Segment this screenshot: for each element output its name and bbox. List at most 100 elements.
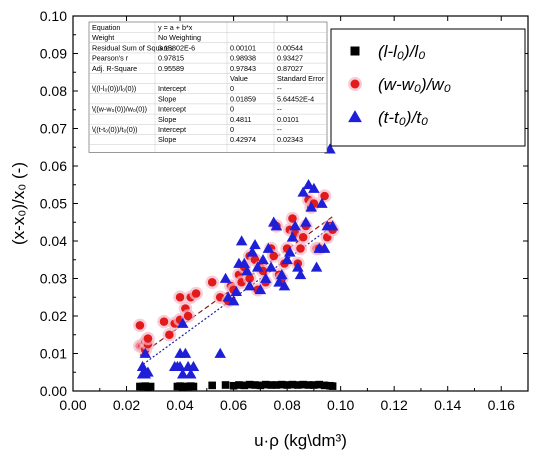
data-point-triangle [286, 231, 299, 242]
y-tick-label: 0.08 [40, 83, 67, 99]
data-point-circle [288, 214, 297, 223]
table-cell: 0.01859 [230, 94, 256, 103]
data-point-square [261, 380, 270, 389]
table-cell: -- [277, 105, 282, 114]
data-point-square [235, 381, 243, 389]
table-cell: 0.97843 [230, 64, 256, 73]
data-point-square [189, 382, 198, 391]
data-point-triangle [222, 291, 234, 302]
data-point-circle [135, 321, 145, 330]
table-cell: Intercept [158, 84, 186, 93]
table-cell: Slope [158, 115, 176, 124]
table-cell: No Weighting [158, 33, 201, 42]
data-point-triangle [214, 347, 226, 358]
data-point-square [245, 380, 254, 389]
data-point-square [277, 380, 286, 389]
legend-label: (w-w₀)/w₀ [378, 75, 451, 94]
data-point-square [256, 381, 265, 390]
legend-label: (t-t₀)/t₀ [378, 108, 428, 127]
x-tick-label: 0.08 [273, 397, 300, 413]
data-point-triangle [179, 347, 192, 358]
table-cell: Standard Error [277, 74, 325, 83]
data-point-circle [191, 289, 201, 298]
data-point-triangle [278, 280, 291, 291]
data-point-square [240, 381, 249, 390]
table-cell: Value [230, 74, 248, 83]
data-point-triangle [281, 254, 293, 265]
data-point-circle [296, 244, 305, 253]
table-cell: \((l-l₀(0))/l₀(0)) [92, 84, 136, 93]
table-cell: Equation [92, 23, 120, 32]
data-point-circle [269, 251, 279, 261]
data-point-square [208, 381, 216, 390]
data-point-triangle [284, 246, 296, 257]
data-point-triangle [305, 201, 317, 212]
x-tick-label: 0.10 [327, 397, 354, 413]
table-cell: Slope [158, 135, 176, 144]
table-cell: y = a + b*x [158, 23, 193, 32]
table-cell: 0.93427 [277, 54, 303, 63]
data-point-triangle [142, 366, 154, 377]
data-point-circle [165, 330, 174, 340]
data-point-circle [320, 191, 329, 201]
x-tick-label: 0.04 [166, 397, 193, 413]
data-point-triangle [139, 347, 152, 358]
data-point-square [310, 381, 318, 389]
data-point-square [272, 381, 281, 389]
data-point-circle [245, 274, 254, 283]
data-point-square [294, 381, 302, 389]
table-cell: 0.02343 [277, 135, 303, 144]
legend-marker-circle [350, 79, 360, 89]
y-tick-label: 0.02 [40, 308, 67, 324]
table-frame [88, 21, 328, 153]
data-point-triangle [251, 261, 264, 272]
y-tick-label: 0.04 [40, 233, 67, 249]
legend-marker-triangle [348, 110, 362, 123]
data-point-square [251, 381, 259, 389]
table-cell: -- [277, 84, 282, 93]
data-point-triangle [294, 269, 307, 280]
table-cell: Intercept [158, 105, 186, 114]
axes: 0.00 0.02 0.04 0.06 0.08 0.10 0.12 0.14 0.16 0.00… [40, 8, 529, 413]
table-cell: 0.98938 [230, 54, 256, 63]
data-point-triangle [219, 272, 232, 283]
y-tick-label: 0.06 [40, 158, 67, 174]
data-point-square [315, 380, 324, 389]
data-point-triangle [292, 261, 304, 272]
data-point-triangle [310, 261, 323, 272]
data-point-triangle [308, 182, 320, 193]
y-axis-title: (x-x₀)/x₀ (-) [9, 162, 28, 245]
table-cell: \((t-t₀(0))/t₀(0)) [92, 125, 138, 134]
data-point-circle [298, 232, 308, 242]
legend-marker-square [350, 46, 360, 56]
table-cell: -- [277, 125, 282, 134]
data-point-circle [175, 292, 185, 302]
data-point-triangle [300, 216, 312, 227]
data-point-triangle [176, 368, 189, 379]
table-cell: 0.00101 [230, 43, 256, 52]
table-cell: Pearson's r [92, 54, 129, 63]
data-point-triangle [259, 272, 272, 283]
data-point-triangle [235, 235, 248, 246]
table-cell: 0.4811 [230, 115, 251, 124]
data-point-square [288, 380, 297, 389]
y-tick-label: 0.03 [40, 271, 67, 287]
table-cell: 0.42974 [230, 135, 256, 144]
table-cell: 3.15802E-6 [158, 43, 195, 52]
data-point-square [267, 381, 275, 389]
data-point-circle [159, 317, 169, 326]
table-cell: 5.64452E-4 [277, 94, 314, 103]
table-cell: Intercept [158, 125, 186, 134]
table-cell: 0 [230, 125, 234, 134]
table-cell: 0.87027 [277, 64, 303, 73]
data-point-triangle [227, 295, 240, 306]
table-cell: Adj. R-Square [92, 64, 137, 73]
table-cell: 0.97815 [158, 54, 184, 63]
data-point-square [328, 382, 337, 390]
table-cell: 0 [230, 84, 234, 93]
data-point-triangle [174, 360, 186, 371]
y-tick-label: 0.10 [40, 8, 67, 24]
data-points [133, 143, 340, 391]
data-point-square [283, 381, 291, 389]
